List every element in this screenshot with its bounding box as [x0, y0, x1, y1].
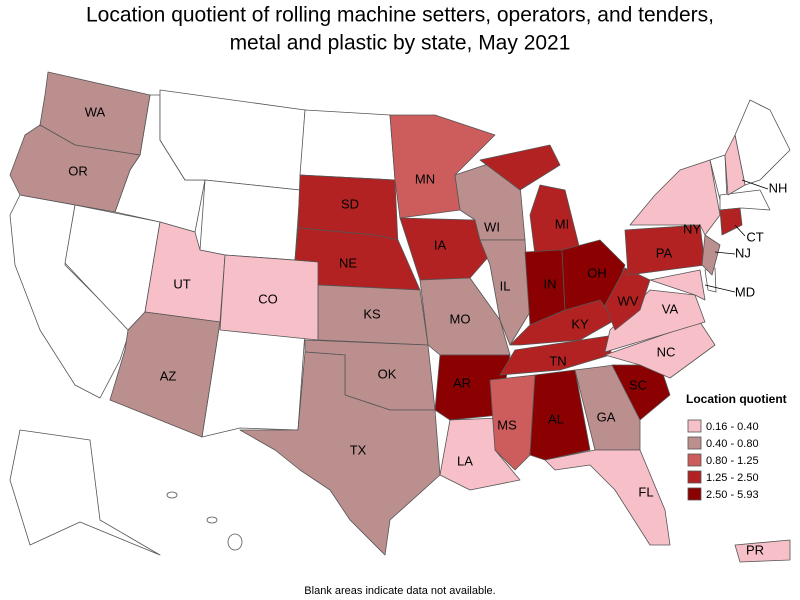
state-shape [109, 311, 221, 438]
state-label: IN [544, 276, 557, 291]
state-label: WV [618, 293, 639, 308]
legend-label: 0.16 - 0.40 [706, 421, 759, 433]
state-shape [9, 124, 141, 213]
state-label: KY [571, 316, 589, 331]
title-line: Location quotient of rolling machine set… [86, 4, 714, 27]
state-label: AR [453, 375, 471, 390]
leader-lines [704, 179, 769, 293]
state-label: MD [735, 284, 755, 299]
footnote: Blank areas indicate data not available. [304, 585, 495, 597]
state-label: GA [597, 409, 616, 424]
state-label: NH [769, 180, 788, 195]
state-labels: WA OR UT CO AZ SD NE KS OK TX MN IA MO A… [68, 104, 787, 557]
state-label: AZ [160, 368, 177, 383]
state-label: VA [662, 301, 679, 316]
state-label: PR [746, 542, 764, 557]
state-label: AL [548, 411, 564, 426]
state-label: SD [341, 196, 359, 211]
legend-swatch [687, 436, 702, 450]
state-shape [649, 269, 706, 301]
legend-title: Location quotient [686, 392, 787, 406]
state-label: WA [85, 104, 106, 119]
state-shape [604, 267, 651, 331]
legend-swatch [687, 419, 702, 433]
state-label: TX [350, 442, 367, 457]
state-shape [701, 234, 721, 276]
state-label: IL [500, 278, 511, 293]
state-label: LA [457, 453, 473, 468]
state-label: NY [683, 221, 701, 236]
state-shape [399, 217, 491, 281]
states [9, 71, 791, 563]
state-label: UT [173, 276, 190, 291]
legend-label: 1.25 - 2.50 [706, 472, 759, 484]
legend-swatch [687, 470, 702, 484]
state-shape [629, 159, 721, 236]
state-label: PA [656, 245, 673, 260]
state-shape [239, 351, 441, 556]
state-label: MS [497, 417, 517, 432]
state-label: CO [258, 291, 278, 306]
state-label: FL [638, 484, 653, 499]
state-label: MO [450, 311, 471, 326]
state-label: KS [363, 306, 381, 321]
state-label: OH [587, 265, 607, 280]
state-label: MI [555, 216, 569, 231]
state-label: WI [484, 219, 500, 234]
state-label: NC [657, 344, 676, 359]
legend-swatch [687, 487, 702, 501]
state-shape [544, 449, 671, 546]
state-label: TN [549, 353, 566, 368]
legend: 0.16 - 0.40 0.40 - 0.80 0.80 - 1.25 1.25 - … [687, 419, 759, 501]
legend-label: 0.40 - 0.80 [706, 438, 759, 450]
state-label: CT [746, 229, 763, 244]
state-label: IA [434, 237, 447, 252]
state-shape [434, 354, 511, 421]
state-shape [734, 539, 791, 563]
state-label: NE [339, 255, 357, 270]
title-line: metal and plastic by state, May 2021 [230, 32, 571, 55]
state-label: OK [378, 366, 397, 381]
state-label: NJ [735, 245, 751, 260]
state-shape [479, 144, 561, 191]
state-shape [529, 369, 591, 461]
state-shape [489, 374, 536, 471]
state-label: SC [629, 377, 647, 392]
legend-swatch [687, 453, 702, 467]
state-shape [719, 207, 743, 236]
state-shape [724, 134, 746, 196]
legend-label: 2.50 - 5.93 [706, 489, 759, 501]
state-label: OR [68, 163, 88, 178]
legend-label: 0.80 - 1.25 [706, 455, 759, 467]
state-label: MN [415, 171, 435, 186]
blank-states [9, 89, 791, 556]
